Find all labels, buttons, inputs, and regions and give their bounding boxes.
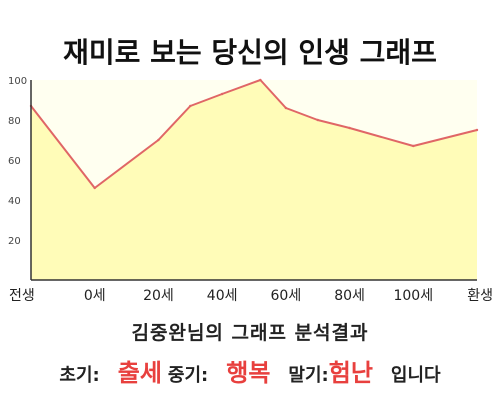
data-point-5 <box>259 78 262 82</box>
early-label: 초기: <box>59 365 100 386</box>
x-tick-label-2: 20세 <box>143 288 174 304</box>
result-summary: 초기: 출세 중기: 행복 말기: 험난 입니다 <box>0 353 500 388</box>
life-graph-chart: 재미로 보는 당신의 인생 그래프 20 40 60 80 100 전생 0세 20세 40세… <box>8 36 493 304</box>
data-point-7 <box>316 118 319 122</box>
data-point-2 <box>157 138 160 142</box>
y-axis-ticks: 20 40 60 80 100 <box>8 76 27 247</box>
middle-label: 중기: <box>167 365 209 386</box>
late-value: 험난 <box>328 359 373 387</box>
y-tick-label-100: 100 <box>8 76 27 87</box>
x-tick-label-6: 100세 <box>393 288 433 304</box>
y-tick-label-20: 20 <box>8 236 21 247</box>
analysis-result: 김중완님의 그래프 분석결과 초기: 출세 중기: 행복 말기: 험난 입니다 <box>0 318 500 388</box>
x-tick-label-4: 60세 <box>271 288 302 304</box>
y-tick-label-40: 40 <box>8 196 21 207</box>
x-tick-label-3: 40세 <box>207 288 238 304</box>
life-area-fill <box>31 80 477 280</box>
x-tick-label-1: 0세 <box>84 288 106 304</box>
x-axis-ticks: 전생 0세 20세 40세 60세 80세 100세 환생 <box>9 288 493 304</box>
y-tick-label-60: 60 <box>8 156 21 167</box>
data-point-10 <box>475 128 479 132</box>
data-point-3 <box>189 104 192 108</box>
y-tick-label-80: 80 <box>8 116 21 127</box>
ending-text: 입니다 <box>390 365 441 386</box>
data-point-9 <box>412 144 415 148</box>
x-tick-label-5: 80세 <box>334 288 365 304</box>
x-tick-label-0: 전생 <box>9 288 35 304</box>
result-title: 김중완님의 그래프 분석결과 <box>131 322 369 344</box>
middle-value: 행복 <box>226 359 271 387</box>
data-point-1 <box>93 186 96 190</box>
early-value: 출세 <box>117 359 162 387</box>
data-point-6 <box>284 106 288 110</box>
late-label: 말기: <box>288 365 329 386</box>
data-point-4 <box>220 92 224 96</box>
x-tick-label-7: 환생 <box>467 288 493 304</box>
chart-title: 재미로 보는 당신의 인생 그래프 <box>63 36 437 69</box>
plot-layer <box>29 78 479 280</box>
data-point-8 <box>348 126 351 130</box>
